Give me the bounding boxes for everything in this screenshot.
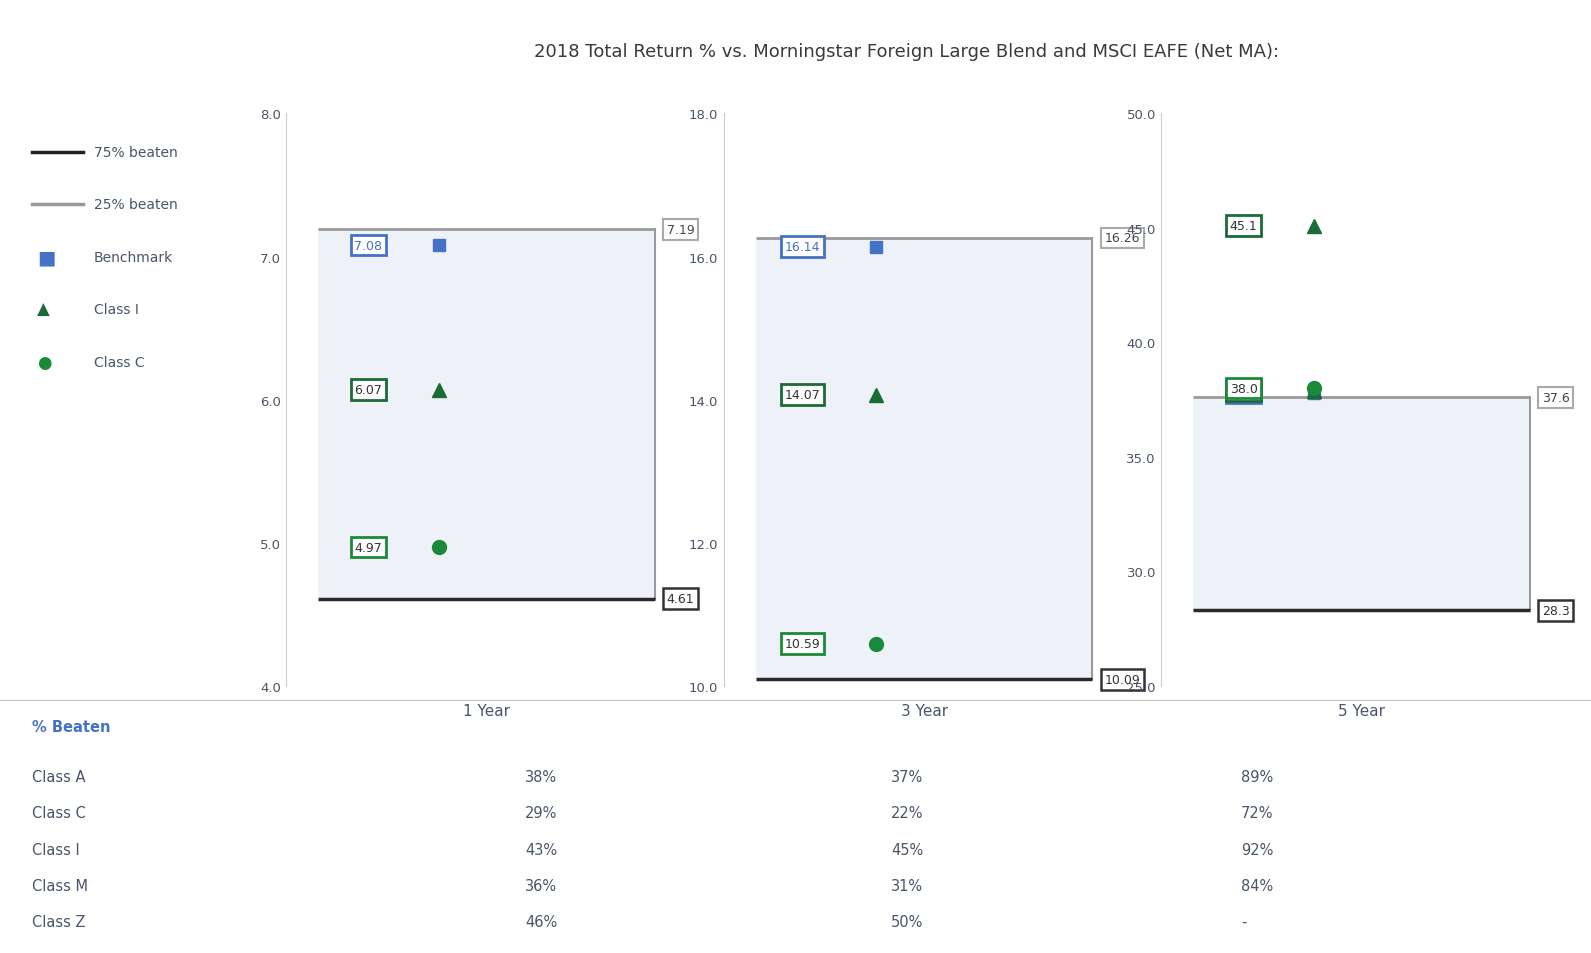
- Text: 37.9: 37.9: [1230, 385, 1257, 397]
- Text: Class C: Class C: [32, 805, 86, 821]
- Text: 2018 Total Return % vs. Morningstar Foreign Large Blend and MSCI EAFE (Net MA):: 2018 Total Return % vs. Morningstar Fore…: [535, 43, 1279, 61]
- Text: 72%: 72%: [1241, 805, 1273, 821]
- Text: 50%: 50%: [891, 914, 923, 929]
- Text: 75% beaten: 75% beaten: [94, 146, 178, 159]
- Text: 29%: 29%: [525, 805, 557, 821]
- Text: 16.14: 16.14: [784, 241, 819, 253]
- Text: 37%: 37%: [891, 769, 923, 784]
- Text: Benchmark: Benchmark: [94, 251, 173, 264]
- Text: ■: ■: [37, 248, 56, 267]
- Text: 22%: 22%: [891, 805, 923, 821]
- Text: 45%: 45%: [891, 841, 923, 857]
- Text: ●: ●: [37, 354, 51, 371]
- Text: Class I: Class I: [32, 841, 80, 857]
- Text: 28.3: 28.3: [1542, 604, 1570, 618]
- Text: 45.1: 45.1: [1230, 220, 1257, 233]
- Text: 84%: 84%: [1241, 878, 1273, 893]
- X-axis label: 5 Year: 5 Year: [1338, 702, 1386, 718]
- Text: % Beaten: % Beaten: [32, 720, 110, 735]
- Text: -: -: [1241, 914, 1246, 929]
- Text: 25% beaten: 25% beaten: [94, 198, 178, 212]
- Text: Class C: Class C: [94, 355, 145, 369]
- Text: 36%: 36%: [525, 878, 557, 893]
- Text: 37.6: 37.6: [1542, 392, 1570, 404]
- Text: 31%: 31%: [891, 878, 923, 893]
- Text: Class M: Class M: [32, 878, 88, 893]
- Text: 46%: 46%: [525, 914, 557, 929]
- X-axis label: 3 Year: 3 Year: [901, 702, 948, 718]
- Bar: [1193, 398, 1531, 611]
- Bar: [318, 231, 655, 598]
- Text: Class Z: Class Z: [32, 914, 86, 929]
- Text: 89%: 89%: [1241, 769, 1273, 784]
- Text: 14.07: 14.07: [784, 389, 819, 402]
- Text: 16.26: 16.26: [1104, 233, 1139, 245]
- Bar: [756, 238, 1093, 679]
- Text: Class A: Class A: [32, 769, 86, 784]
- Text: 38%: 38%: [525, 769, 557, 784]
- Text: 10.09: 10.09: [1104, 673, 1141, 686]
- Text: 6.07: 6.07: [355, 384, 382, 396]
- Text: ▲: ▲: [37, 301, 49, 318]
- Text: 37.8: 37.8: [1230, 387, 1257, 400]
- Text: 7.19: 7.19: [667, 224, 695, 236]
- Text: 10.59: 10.59: [784, 638, 819, 651]
- Text: Class I: Class I: [94, 303, 138, 316]
- Text: 4.97: 4.97: [355, 541, 382, 554]
- Text: 92%: 92%: [1241, 841, 1273, 857]
- X-axis label: 1 Year: 1 Year: [463, 702, 511, 718]
- Text: 7.08: 7.08: [355, 239, 382, 253]
- Text: 4.61: 4.61: [667, 593, 694, 605]
- Text: 38.0: 38.0: [1230, 382, 1257, 395]
- Text: 43%: 43%: [525, 841, 557, 857]
